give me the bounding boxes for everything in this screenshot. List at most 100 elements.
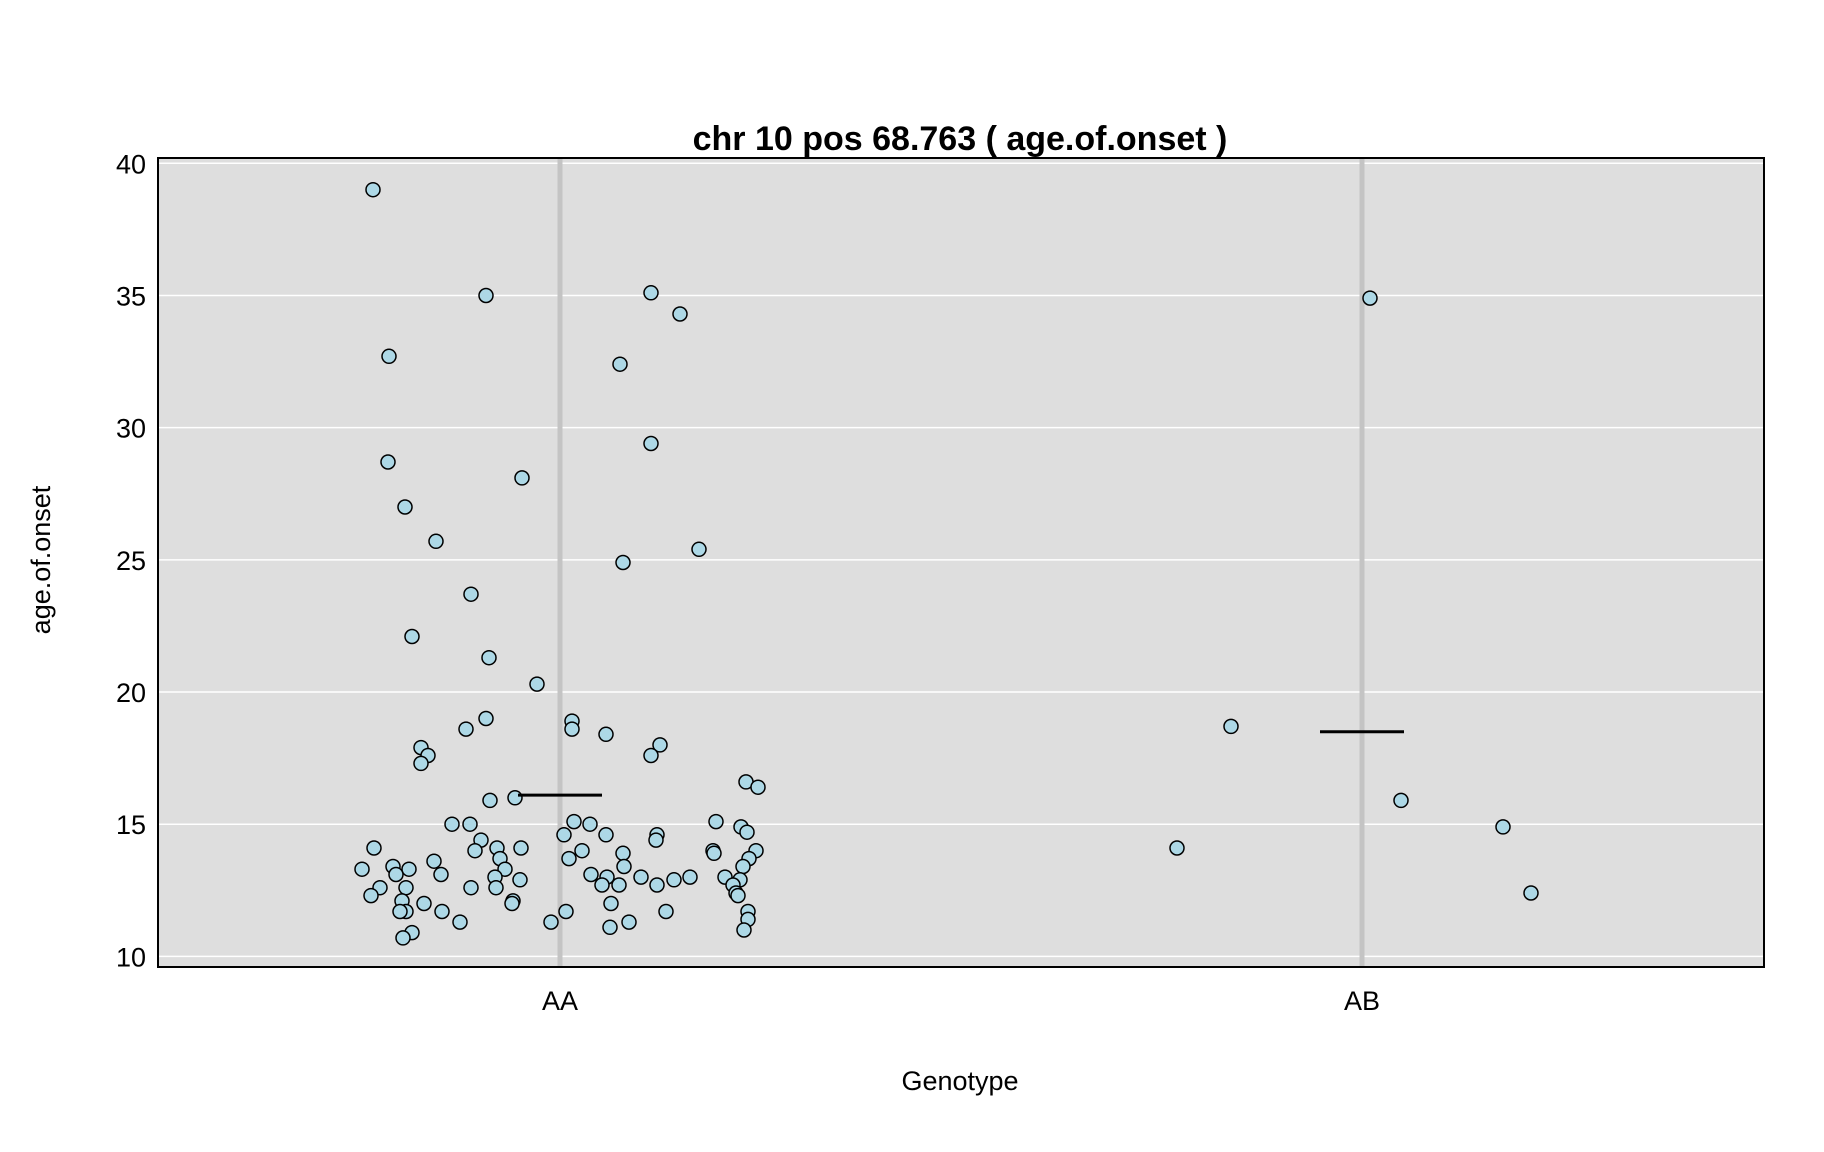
y-tick-label: 40	[116, 149, 146, 179]
data-point	[514, 470, 530, 486]
data-point	[444, 816, 460, 832]
data-point	[708, 813, 724, 830]
data-point	[598, 827, 614, 843]
y-axis-label: age.of.onset	[26, 485, 56, 634]
data-point	[561, 850, 577, 867]
data-point	[452, 914, 468, 930]
data-point	[433, 866, 449, 883]
data-point	[404, 628, 420, 645]
data-point	[463, 879, 479, 896]
data-point	[380, 454, 396, 470]
data-point	[398, 879, 414, 896]
data-point	[652, 737, 668, 753]
data-point	[507, 790, 523, 806]
data-point	[574, 842, 590, 859]
data-point	[615, 554, 631, 571]
x-tick-labels: AA AB	[542, 986, 1380, 1016]
data-point	[556, 827, 572, 843]
data-point	[643, 747, 659, 764]
data-point	[488, 879, 504, 896]
data-point	[478, 710, 494, 727]
data-point	[602, 919, 618, 936]
data-point	[648, 832, 664, 848]
x-axis-label: Genotype	[901, 1066, 1018, 1096]
data-point	[1523, 885, 1539, 901]
data-point	[691, 541, 707, 558]
data-point	[594, 877, 610, 893]
data-point	[426, 853, 442, 869]
data-point	[1495, 819, 1511, 835]
data-point	[543, 914, 559, 930]
data-point	[1393, 792, 1409, 809]
data-point	[395, 930, 411, 946]
y-tick-label: 10	[116, 942, 146, 972]
data-point	[666, 872, 682, 888]
data-point	[582, 816, 598, 832]
x-tick-label: AB	[1344, 986, 1380, 1016]
data-point	[504, 895, 520, 912]
data-points	[354, 181, 1539, 946]
data-point	[1169, 840, 1185, 856]
y-tick-label: 20	[116, 678, 146, 708]
data-point	[706, 845, 722, 862]
data-point	[750, 779, 766, 795]
data-point	[478, 287, 494, 304]
data-point	[615, 845, 631, 862]
data-point	[388, 866, 404, 883]
data-point	[434, 903, 450, 920]
grid-layer	[158, 162, 1764, 958]
data-point	[463, 586, 479, 602]
data-point	[401, 861, 417, 877]
data-point	[612, 356, 628, 372]
data-point	[467, 842, 483, 859]
data-point	[1362, 290, 1378, 306]
data-point	[497, 861, 513, 877]
data-point	[672, 306, 688, 322]
data-point	[363, 887, 379, 904]
x-tick-label: AA	[542, 986, 578, 1016]
plot-border	[157, 157, 1765, 968]
chart-title: chr 10 pos 68.763 ( age.of.onset )	[693, 120, 1228, 158]
data-point	[643, 435, 659, 452]
data-point	[739, 824, 755, 840]
data-point	[564, 721, 580, 737]
data-point	[462, 816, 478, 832]
data-point	[366, 840, 382, 856]
data-point	[621, 914, 637, 930]
data-point	[428, 533, 444, 550]
data-point	[616, 858, 632, 875]
data-point	[458, 721, 474, 737]
data-point	[365, 181, 381, 198]
data-point	[482, 792, 498, 809]
y-tick-label: 15	[116, 810, 146, 840]
data-point	[603, 895, 619, 912]
y-tick-label: 25	[116, 546, 146, 576]
data-point	[583, 866, 599, 883]
y-tick-labels: 10 15 20 25 30 35 40	[116, 149, 146, 972]
data-point	[633, 869, 649, 885]
data-point	[481, 649, 497, 666]
data-point	[397, 499, 413, 515]
y-tick-label: 35	[116, 281, 146, 311]
data-point	[381, 348, 397, 365]
data-point	[649, 877, 665, 893]
data-point	[416, 895, 432, 912]
data-point	[413, 755, 429, 772]
data-point	[529, 676, 545, 692]
data-point	[354, 861, 370, 877]
data-point	[658, 903, 674, 920]
data-point	[735, 858, 751, 875]
data-point	[598, 726, 614, 743]
data-point	[558, 903, 574, 920]
data-point	[643, 285, 659, 301]
data-point	[611, 877, 627, 893]
data-point	[736, 922, 752, 938]
plot-panel	[158, 158, 1764, 967]
data-point	[682, 869, 698, 885]
data-point	[1223, 718, 1239, 735]
data-point	[730, 887, 746, 904]
data-point	[512, 872, 528, 888]
mean-lines	[518, 730, 1404, 797]
y-tick-label: 30	[116, 414, 146, 444]
